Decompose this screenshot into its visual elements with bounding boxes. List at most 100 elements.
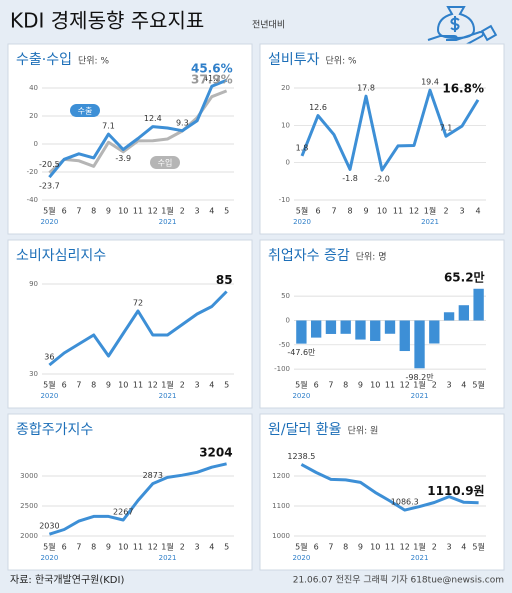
unit-label: 단위: 원 <box>348 426 379 437</box>
year-label: 2021 <box>159 218 177 226</box>
x-tick-label: 8 <box>91 207 96 216</box>
y-tick-label: 1200 <box>272 472 290 480</box>
x-tick-label: 2 <box>180 381 185 390</box>
value-label: 36 <box>44 353 54 362</box>
x-tick-label: 9 <box>358 381 363 390</box>
panel-title: 수출·수입 <box>16 52 72 68</box>
value-label: -2.0 <box>374 175 390 184</box>
value-label: 1238.5 <box>287 452 315 461</box>
x-tick-label: 5월 <box>43 206 55 216</box>
x-tick-label: 8 <box>343 543 348 552</box>
bag <box>436 6 476 40</box>
x-tick-label: 11 <box>385 543 395 552</box>
value-label: -3.9 <box>115 154 131 163</box>
x-tick-label: 4 <box>209 207 214 216</box>
panel <box>259 413 505 571</box>
value-label: 9.3 <box>176 118 189 127</box>
x-tick-label: 7 <box>331 207 336 216</box>
x-tick-label: 1월 <box>161 542 173 552</box>
dollar-sign <box>450 16 460 32</box>
y-tick-label: 0 <box>34 140 38 148</box>
x-tick-label: 9 <box>106 207 111 216</box>
x-tick-label: 1월 <box>161 380 173 390</box>
money-icon <box>427 6 498 49</box>
x-tick-label: 10 <box>118 381 128 390</box>
y-tick-label: 3000 <box>20 472 38 480</box>
year-label: 2021 <box>159 392 177 400</box>
x-tick-label: 3 <box>447 381 452 390</box>
value-label: 17.8 <box>357 84 375 93</box>
bar <box>399 320 410 352</box>
x-tick-label: 10 <box>377 207 387 216</box>
x-tick-label: 7 <box>76 543 81 552</box>
page-subtitle: 전년대비 <box>252 20 285 31</box>
x-tick-label: 10 <box>370 543 380 552</box>
y-tick-label: 2000 <box>20 532 38 540</box>
x-tick-label: 5월 <box>472 542 484 552</box>
x-tick-label: 5 <box>224 207 229 216</box>
x-tick-label: 7 <box>328 543 333 552</box>
x-tick-label: 11 <box>393 207 403 216</box>
y-tick-label: 0 <box>286 316 290 324</box>
x-tick-label: 11 <box>133 543 143 552</box>
x-tick-label: 7 <box>76 207 81 216</box>
x-tick-label: 6 <box>62 207 67 216</box>
x-tick-label: 12 <box>148 543 158 552</box>
y-tick-label: 10 <box>281 121 290 129</box>
x-tick-label: 6 <box>315 207 320 216</box>
value-label-highlight: 1110.9원 <box>427 484 484 498</box>
y-tick-label: 2500 <box>20 502 38 510</box>
value-label: 12.4 <box>144 114 162 123</box>
x-tick-label: 7 <box>328 381 333 390</box>
panel <box>259 43 505 235</box>
x-tick-label: 4 <box>461 543 466 552</box>
bar <box>458 305 470 321</box>
y-tick-label: 1100 <box>272 502 290 510</box>
x-tick-label: 12 <box>400 543 410 552</box>
year-label: 2021 <box>159 554 177 562</box>
line <box>48 462 227 536</box>
x-tick-label: 7 <box>76 381 81 390</box>
x-tick-label: 9 <box>106 543 111 552</box>
value-label-highlight: 16.8% <box>442 81 484 95</box>
panel-title: 소비자심리지수 <box>16 248 106 264</box>
line <box>300 463 479 512</box>
year-label: 2021 <box>421 218 439 226</box>
x-tick-label: 10 <box>370 381 380 390</box>
y-tick-label: 20 <box>29 112 38 120</box>
page-title: KDI 경제동향 주요지표 <box>10 9 204 33</box>
y-tick-label: -100 <box>274 365 290 373</box>
source: 자료: 한국개발연구원(KDI) <box>10 574 124 586</box>
legend-pill <box>70 104 100 117</box>
x-tick-label: 1월 <box>424 206 436 216</box>
x-tick-label: 5월 <box>295 542 307 552</box>
x-tick-label: 9 <box>106 381 111 390</box>
credit: 21.06.07 전진우 그래픽 기자 618tue@newsis.com <box>293 575 504 586</box>
bar <box>296 320 307 344</box>
y-tick-label: 1000 <box>272 532 290 540</box>
value-label: 19.4 <box>421 78 439 87</box>
year-label: 2020 <box>293 218 311 226</box>
year-label: 2020 <box>40 392 58 400</box>
value-label: 2267 <box>113 507 133 516</box>
x-tick-label: 3 <box>447 543 452 552</box>
y-tick-label: 90 <box>29 280 38 288</box>
line <box>300 88 480 172</box>
x-tick-label: 11 <box>133 381 143 390</box>
bar <box>325 320 337 334</box>
y-tick-label: 0 <box>286 159 290 167</box>
bar <box>355 320 366 340</box>
x-tick-label: 9 <box>363 207 368 216</box>
x-tick-label: 3 <box>195 381 200 390</box>
line <box>48 78 228 179</box>
panel <box>7 43 253 235</box>
x-tick-label: 12 <box>400 381 410 390</box>
x-tick-label: 9 <box>358 543 363 552</box>
x-tick-label: 8 <box>343 381 348 390</box>
cuff <box>480 24 498 42</box>
x-tick-label: 1월 <box>413 380 425 390</box>
x-tick-label: 1월 <box>161 206 173 216</box>
bar <box>414 320 425 369</box>
x-tick-label: 6 <box>314 543 319 552</box>
